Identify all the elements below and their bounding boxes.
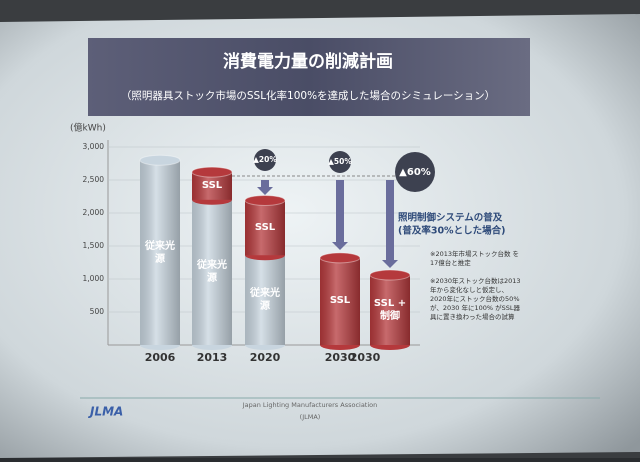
reduction-arrow — [332, 180, 348, 250]
y-tick-label: 2,000 — [83, 208, 105, 217]
segment-label: SSL — [201, 179, 223, 191]
x-tick-label: 2006 — [145, 351, 176, 364]
segment-label: SSL — [329, 295, 351, 307]
segment-label-box: SSL + 制御 — [373, 298, 407, 323]
x-tick-label: 2013 — [197, 351, 228, 364]
segment-label-box: 従来光源 — [250, 288, 280, 313]
segment-label: 従来光源 — [145, 240, 175, 265]
shade — [140, 160, 180, 345]
segment-label: SSL — [254, 221, 276, 233]
segment-label: SSL + 制御 — [373, 298, 407, 323]
footer: Japan Lighting Manufacturers Association — [242, 401, 378, 409]
logo: JLMA — [88, 405, 123, 419]
x-tick-label: 2030 — [325, 351, 356, 364]
y-tick-label: 1,000 — [83, 274, 105, 283]
reduction-label: ▲50% — [328, 157, 352, 166]
note-box: ※2030年ストック台数は2013年から変化なしと仮定し、2020年にストック台… — [430, 277, 521, 321]
reduction-badge — [254, 149, 276, 171]
segment-label: 従来光源 — [250, 288, 280, 313]
y-tick-label: 1,500 — [83, 241, 105, 250]
segment-label-box: SSL — [201, 179, 223, 191]
x-group-label: 2030 — [350, 351, 381, 364]
bar-top — [191, 166, 233, 178]
reduction-arrow — [382, 180, 398, 268]
reduction-arrow — [257, 180, 273, 195]
bar-top — [369, 269, 411, 281]
y-tick-label: 3,000 — [83, 142, 105, 151]
shade — [192, 199, 232, 345]
note-box: ※2013年市場ストック台数 を17億台と推定 — [430, 250, 520, 267]
y-axis-label: (億kWh) — [70, 122, 106, 134]
control-note: (普及率30%とした場合) — [398, 225, 505, 237]
reduction-badge — [329, 151, 351, 173]
reduction-label: ▲20% — [253, 155, 277, 164]
segment-label-box: 従来光源 — [197, 260, 227, 285]
note: ※2013年市場ストック台数 を17億台と推定 — [430, 250, 520, 267]
segment-label: 従来光源 — [197, 260, 227, 285]
shade — [320, 257, 360, 345]
chart-title: 消費電力量の削減計画 — [223, 51, 393, 72]
segment-label-box: SSL — [329, 295, 351, 307]
subtitle: （照明器具ストック市場のSSL化率100%を達成した場合のシミュレーション） — [121, 89, 495, 102]
x-tick-label: 2020 — [250, 351, 281, 364]
title-banner — [88, 38, 530, 116]
y-tick-label: 500 — [90, 307, 105, 316]
bar-top — [244, 194, 286, 206]
bar-top — [319, 252, 361, 264]
segment-label-box: SSL — [254, 221, 276, 233]
reduction-label: ▲60% — [399, 167, 431, 178]
y-tick-label: 2,500 — [83, 175, 105, 184]
reduction-badge — [395, 152, 435, 192]
segment-label-box: 従来光源 — [145, 240, 175, 265]
shade — [245, 255, 285, 345]
shade — [370, 275, 410, 345]
bar-top — [139, 154, 181, 166]
footer: (JLMA) — [300, 413, 321, 421]
note: ※2030年ストック台数は2013年から変化なしと仮定し、2020年にストック台… — [430, 277, 521, 321]
control-note: 照明制御システムの普及 — [398, 212, 503, 224]
shade — [245, 200, 285, 256]
